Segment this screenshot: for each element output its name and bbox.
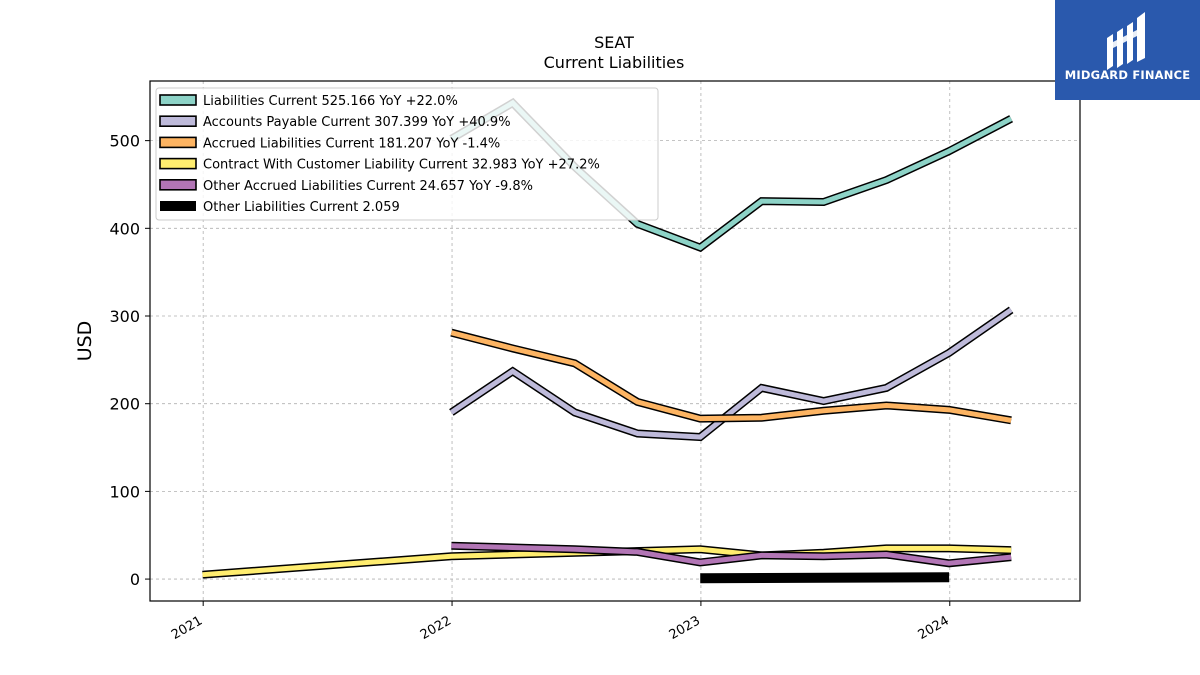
legend-box [155, 87, 659, 221]
legend-swatch [159, 115, 197, 127]
legend-swatch [159, 157, 197, 170]
x-tick-label: 2021 [169, 613, 205, 643]
series-line-outline [700, 572, 950, 584]
legend: Liabilities Current 525.166 YoY +22.0% Ac… [155, 87, 659, 221]
series-line [451, 543, 1012, 566]
y-tick-label: 300 [109, 307, 140, 326]
y-tick-label: 400 [109, 219, 140, 238]
y-tick-label: 200 [109, 395, 140, 414]
brand-logo: MIDGARD FINANCE [1055, 0, 1200, 100]
logo-text: MIDGARD FINANCE [1064, 68, 1191, 82]
y-tick-label: 100 [109, 482, 140, 501]
series-line [449, 307, 1013, 440]
y-tick-label: 500 [109, 132, 140, 151]
series-layer [202, 97, 1014, 584]
legend-label: Other Liabilities Current 2.059 [203, 200, 400, 215]
chart-subtitle: Current Liabilities [544, 53, 685, 72]
legend-label: Liabilities Current 525.166 YoY +22.0% [203, 94, 458, 109]
x-tick-label: 2023 [667, 613, 703, 643]
plot-frame [149, 80, 1081, 602]
x-tick-label: 2024 [916, 613, 952, 643]
legend-swatch [160, 201, 196, 211]
legend-label: Other Accrued Liabilities Current 24.657… [203, 179, 533, 194]
legend-label: Contract With Customer Liability Current… [203, 158, 600, 173]
legend-swatch [159, 94, 197, 106]
chart-title: SEAT [594, 33, 634, 52]
y-tick-label: 0 [130, 570, 140, 589]
series-line [450, 330, 1012, 423]
legend-label: Accounts Payable Current 307.399 YoY +40… [203, 115, 511, 130]
legend-label: Accrued Liabilities Current 181.207 YoY … [203, 136, 500, 151]
x-tick-label: 2022 [418, 613, 454, 643]
legend-swatch [159, 179, 197, 191]
legend-swatch [159, 136, 197, 149]
y-axis-label: USD [74, 321, 96, 362]
midgard-logo-icon [1107, 12, 1145, 70]
